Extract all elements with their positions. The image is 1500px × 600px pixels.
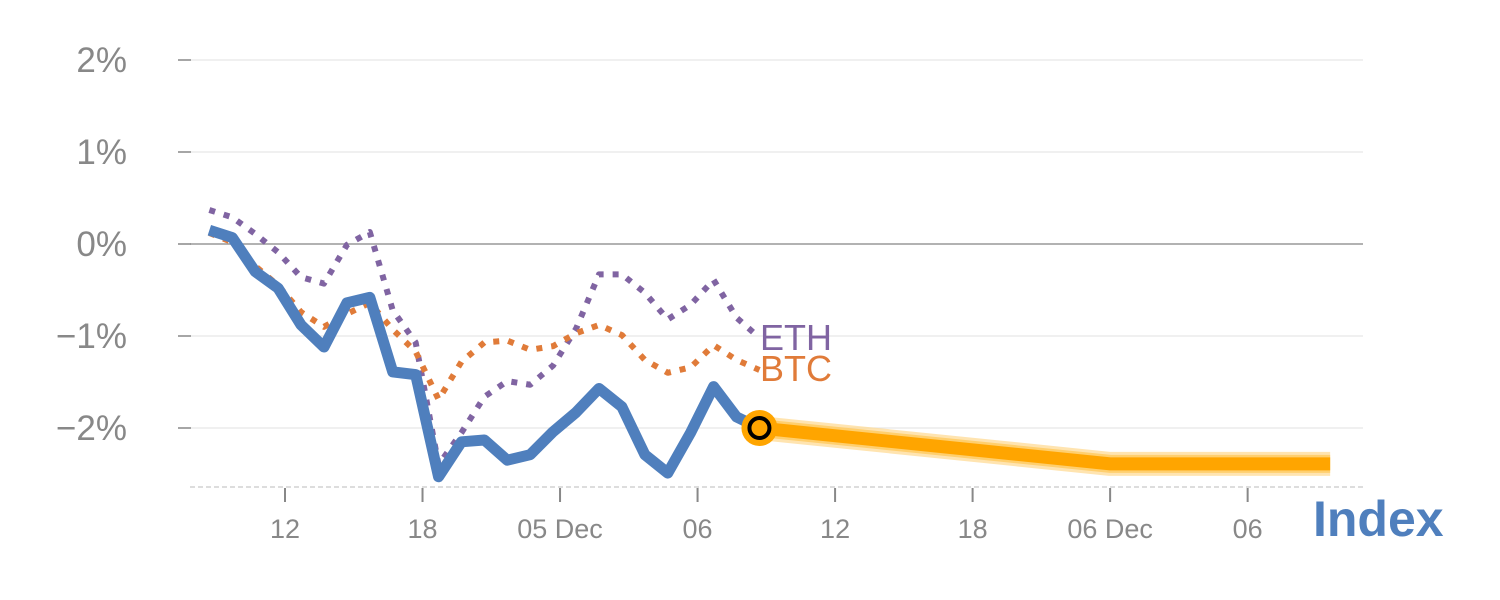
x-tick-label: 05 Dec <box>517 514 603 544</box>
last-value-marker <box>741 410 778 446</box>
series-label-btc: BTC <box>760 348 832 389</box>
x-tick-label: 12 <box>270 514 300 544</box>
x-tick-label: 06 <box>1233 514 1263 544</box>
forecast-line <box>758 421 1331 471</box>
marker-outer <box>741 410 778 446</box>
y-tick-label: −2% <box>56 409 127 448</box>
series-lines <box>207 207 762 483</box>
x-tick-label: 18 <box>958 514 988 544</box>
series-label-index: Index <box>1313 491 1444 547</box>
x-tick-label: 06 Dec <box>1067 514 1153 544</box>
series-line-eth <box>208 207 762 468</box>
y-tick-label: −1% <box>56 317 127 356</box>
y-tick-label: 2% <box>76 41 127 80</box>
series-line-index <box>207 224 762 483</box>
x-tick-label: 06 <box>683 514 713 544</box>
marker-ring <box>747 416 772 440</box>
y-tick-label: 0% <box>76 225 127 264</box>
x-axis: 12 18 05 Dec 06 12 18 06 Dec 06 <box>190 486 1365 544</box>
series-label-eth: ETH <box>760 317 832 358</box>
y-tick-label: 1% <box>76 133 127 172</box>
series-line-btc <box>208 230 761 403</box>
x-tick-label: 12 <box>820 514 850 544</box>
forecast-band <box>758 416 1331 476</box>
y-axis: 2% 1% 0% −1% −2% <box>56 41 191 448</box>
x-tick-label: 18 <box>407 514 437 544</box>
